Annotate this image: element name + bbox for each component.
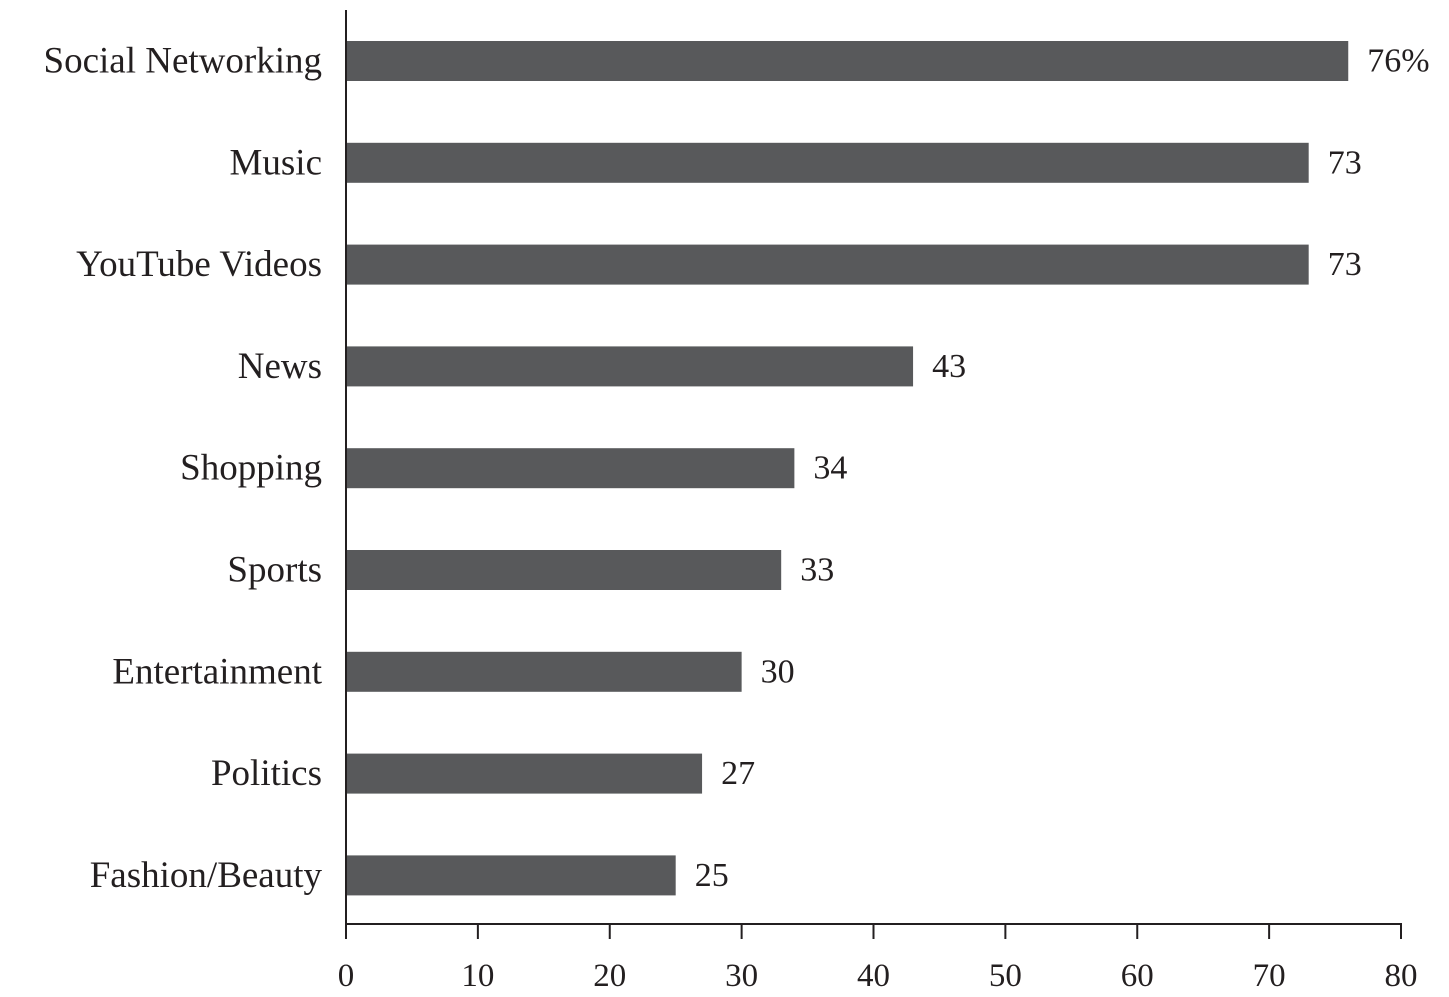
value-label: 30	[761, 653, 795, 690]
value-label: 73	[1328, 144, 1362, 181]
x-tick-label: 60	[1121, 958, 1154, 992]
category-label: Fashion/Beauty	[90, 855, 323, 896]
category-label: Politics	[211, 753, 322, 794]
bar	[346, 550, 782, 590]
x-tick-label: 30	[725, 958, 758, 992]
category-label: Shopping	[180, 448, 322, 489]
bar	[346, 346, 914, 387]
category-label: Sports	[227, 550, 322, 591]
category-label: News	[238, 346, 322, 387]
category-label: Entertainment	[112, 651, 322, 692]
value-label: 25	[695, 857, 729, 894]
x-tick-label: 0	[338, 958, 355, 992]
x-tick-label: 10	[461, 958, 494, 992]
bar	[346, 41, 1349, 81]
category-label: YouTube Videos	[76, 244, 322, 285]
bar	[346, 651, 742, 692]
value-label: 73	[1328, 246, 1362, 283]
x-tick-label: 20	[593, 958, 626, 992]
value-label: 27	[721, 755, 755, 792]
bar	[346, 244, 1309, 285]
bar	[346, 448, 795, 489]
x-tick-label: 70	[1253, 958, 1286, 992]
bar	[346, 753, 703, 794]
x-tick-label: 50	[989, 958, 1022, 992]
category-label: Music	[230, 142, 323, 183]
value-label: 33	[800, 552, 834, 589]
bar	[346, 855, 676, 896]
value-label: 43	[932, 348, 966, 385]
x-tick-label: 40	[857, 958, 890, 992]
bar	[346, 142, 1309, 183]
value-label: 34	[813, 450, 847, 487]
category-label: Social Networking	[44, 41, 322, 82]
x-tick-label: 80	[1385, 958, 1418, 992]
value-label: 76%	[1367, 43, 1429, 80]
